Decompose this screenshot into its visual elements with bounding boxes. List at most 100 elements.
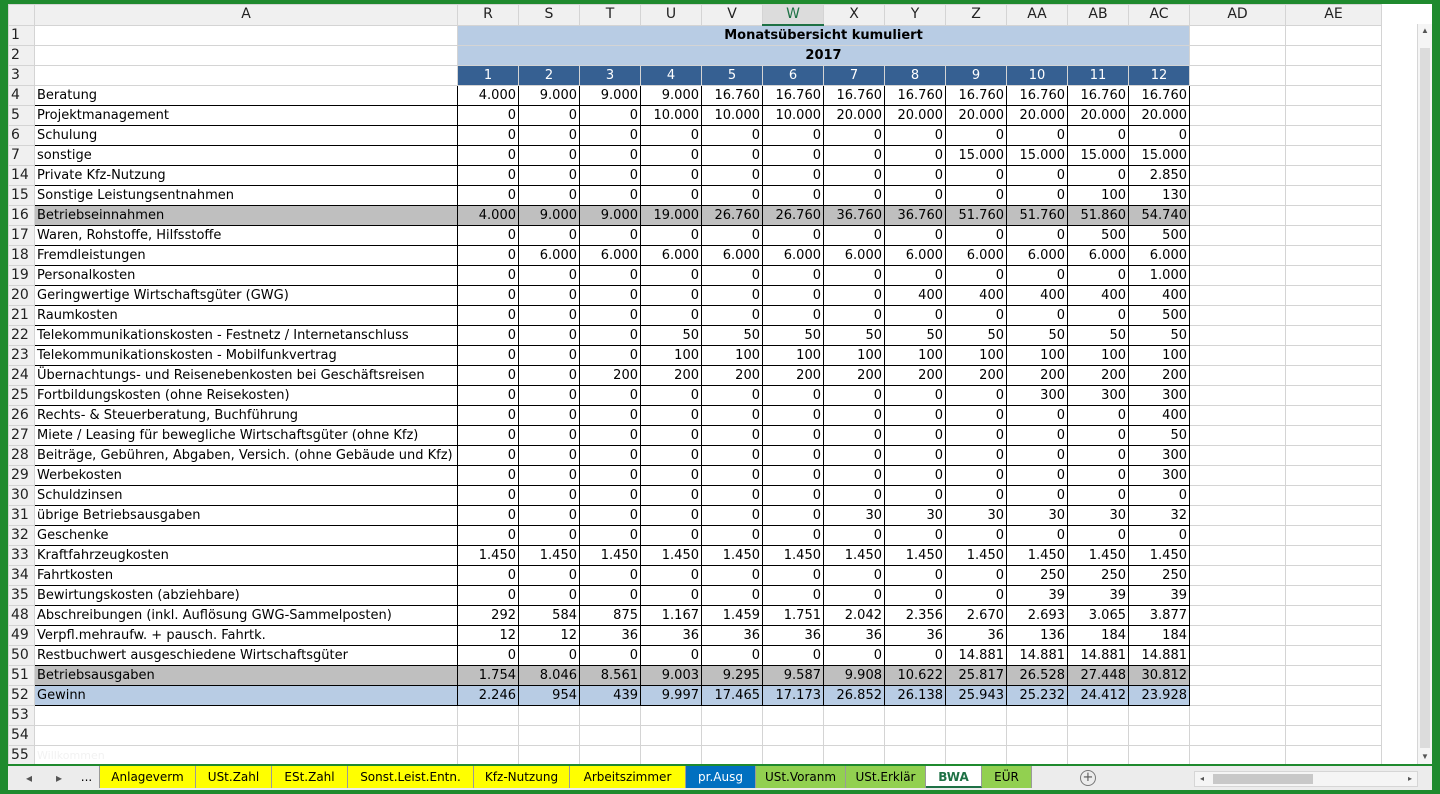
value-cell[interactable]: 20.000 [823, 105, 885, 126]
cell[interactable] [1189, 465, 1286, 486]
row-header[interactable]: 50 [8, 645, 35, 666]
value-cell[interactable]: 100 [701, 345, 763, 366]
value-cell[interactable]: 0 [823, 125, 885, 146]
value-cell[interactable]: 0 [701, 125, 763, 146]
tab-scroll-left-icon[interactable]: ◂ [25, 771, 33, 785]
value-cell[interactable]: 0 [518, 285, 580, 306]
value-cell[interactable]: 8.561 [579, 665, 641, 686]
value-cell[interactable]: 0 [762, 145, 824, 166]
cell[interactable] [762, 745, 824, 764]
value-cell[interactable]: 0 [884, 445, 946, 466]
month-header[interactable]: 5 [701, 65, 763, 86]
value-cell[interactable]: 39 [1067, 585, 1129, 606]
row-header[interactable]: 25 [8, 385, 35, 406]
value-cell[interactable]: 0 [945, 485, 1007, 506]
value-cell[interactable]: 6.000 [701, 245, 763, 266]
value-cell[interactable]: 0 [457, 645, 519, 666]
cell[interactable] [823, 705, 885, 726]
value-cell[interactable]: 4.000 [457, 85, 519, 106]
cell[interactable] [34, 45, 458, 66]
cell[interactable] [1189, 405, 1286, 426]
value-cell[interactable]: 0 [1067, 485, 1129, 506]
value-cell[interactable]: 0 [701, 385, 763, 406]
value-cell[interactable]: 0 [1067, 125, 1129, 146]
value-cell[interactable]: 439 [579, 685, 641, 706]
value-cell[interactable]: 14.881 [1067, 645, 1129, 666]
value-cell[interactable]: 0 [823, 265, 885, 286]
value-cell[interactable]: 0 [579, 385, 641, 406]
value-cell[interactable]: 0 [701, 585, 763, 606]
value-cell[interactable]: 0 [884, 265, 946, 286]
row-header[interactable]: 24 [8, 365, 35, 386]
value-cell[interactable]: 400 [1067, 285, 1129, 306]
value-cell[interactable]: 0 [823, 645, 885, 666]
cell[interactable] [823, 745, 885, 764]
value-cell[interactable]: 0 [945, 525, 1007, 546]
value-cell[interactable]: 17.465 [701, 685, 763, 706]
value-cell[interactable]: 25.232 [1006, 685, 1068, 706]
value-cell[interactable]: 0 [518, 225, 580, 246]
column-header-y[interactable]: Y [884, 4, 946, 26]
cell[interactable] [1189, 305, 1286, 326]
value-cell[interactable]: 0 [579, 525, 641, 546]
month-header[interactable]: 2 [518, 65, 580, 86]
value-cell[interactable]: 0 [701, 405, 763, 426]
column-header-ac[interactable]: AC [1128, 4, 1190, 26]
value-cell[interactable]: 584 [518, 605, 580, 626]
value-cell[interactable]: 0 [1067, 405, 1129, 426]
column-header-v[interactable]: V [701, 4, 763, 26]
value-cell[interactable]: 6.000 [579, 245, 641, 266]
spreadsheet-grid[interactable]: A R S T U V W X Y Z AA AB AC AD AE 1 Monatsübersicht kum… [8, 4, 1432, 764]
cell[interactable] [457, 705, 519, 726]
value-cell[interactable]: 0 [762, 505, 824, 526]
cell[interactable] [884, 705, 946, 726]
value-cell[interactable]: 16.760 [701, 85, 763, 106]
cell[interactable] [1189, 265, 1286, 286]
value-cell[interactable]: 100 [1067, 185, 1129, 206]
cell[interactable] [1189, 365, 1286, 386]
cell[interactable] [457, 745, 519, 764]
row-label[interactable]: Übernachtungs- und Reisenebenkosten bei … [34, 365, 458, 386]
sheet-tab-kfz-nutzung[interactable]: Kfz-Nutzung [474, 766, 570, 788]
value-cell[interactable]: 15.000 [1128, 145, 1190, 166]
value-cell[interactable]: 0 [762, 465, 824, 486]
cell[interactable] [1189, 665, 1286, 686]
value-cell[interactable]: 50 [640, 325, 702, 346]
value-cell[interactable]: 1.459 [701, 605, 763, 626]
value-cell[interactable]: 30 [945, 505, 1007, 526]
sheet-tab-sonst-leist-entn[interactable]: Sonst.Leist.Entn. [348, 766, 474, 788]
row-label[interactable]: Abschreibungen (inkl. Auflösung GWG-Samm… [34, 605, 458, 626]
value-cell[interactable]: 300 [1128, 445, 1190, 466]
cell[interactable] [1189, 705, 1286, 726]
value-cell[interactable]: 12 [518, 625, 580, 646]
row-header[interactable]: 6 [8, 125, 35, 146]
value-cell[interactable]: 0 [579, 165, 641, 186]
value-cell[interactable]: 100 [823, 345, 885, 366]
row-label[interactable]: Schuldzinsen [34, 485, 458, 506]
row-label[interactable]: Fremdleistungen [34, 245, 458, 266]
value-cell[interactable]: 6.000 [823, 245, 885, 266]
value-cell[interactable]: 50 [1006, 325, 1068, 346]
value-cell[interactable]: 0 [884, 585, 946, 606]
row-label[interactable]: Gewinn [34, 685, 458, 706]
column-header-s[interactable]: S [518, 4, 580, 26]
row-label[interactable]: sonstige [34, 145, 458, 166]
value-cell[interactable]: 200 [1128, 365, 1190, 386]
value-cell[interactable]: 100 [1067, 345, 1129, 366]
value-cell[interactable]: 200 [640, 365, 702, 386]
cell[interactable] [1285, 585, 1382, 606]
row-header[interactable]: 5 [8, 105, 35, 126]
row-label[interactable]: Kraftfahrzeugkosten [34, 545, 458, 566]
value-cell[interactable]: 0 [640, 145, 702, 166]
value-cell[interactable]: 0 [579, 285, 641, 306]
cell[interactable] [945, 725, 1007, 746]
cell[interactable] [1128, 725, 1190, 746]
cell[interactable] [1189, 725, 1286, 746]
cell[interactable] [1285, 365, 1382, 386]
value-cell[interactable]: 54.740 [1128, 205, 1190, 226]
value-cell[interactable]: 0 [579, 405, 641, 426]
value-cell[interactable]: 0 [579, 585, 641, 606]
cell[interactable] [1285, 305, 1382, 326]
value-cell[interactable]: 0 [640, 185, 702, 206]
value-cell[interactable]: 0 [884, 425, 946, 446]
